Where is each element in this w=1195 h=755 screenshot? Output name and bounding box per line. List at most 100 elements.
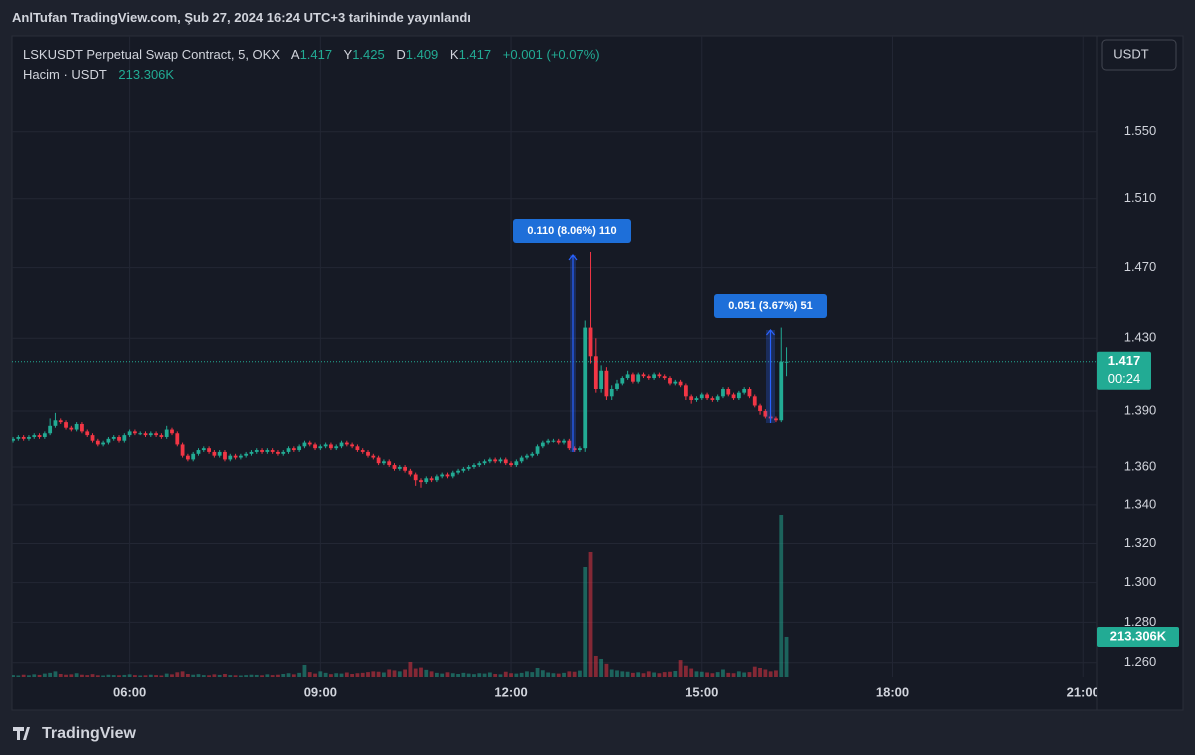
volume-bar	[376, 671, 381, 677]
candle-body	[106, 438, 111, 443]
candle-body	[111, 436, 116, 439]
candle-body	[620, 378, 625, 384]
candle-body	[578, 448, 582, 451]
candle-body	[493, 459, 498, 462]
volume-bar	[710, 673, 715, 677]
currency-button[interactable]	[1101, 39, 1177, 71]
volume-bar	[450, 673, 455, 677]
currency-button-label[interactable]: USDT	[1113, 46, 1148, 61]
volume-bar	[456, 673, 460, 677]
candle-body	[403, 466, 408, 471]
candle-body	[668, 378, 672, 384]
x-tick-label: 09:00	[304, 684, 337, 699]
volume-bar	[599, 658, 604, 677]
volume-bar	[90, 674, 95, 677]
candle-body	[673, 381, 678, 384]
volume-bar	[329, 674, 333, 677]
volume-bar	[530, 672, 535, 677]
candle-body	[694, 398, 699, 400]
measure-arrowhead	[766, 329, 775, 336]
candle-body	[344, 442, 349, 445]
volume-bar	[540, 670, 545, 677]
volume-bar	[223, 673, 227, 677]
logo-icon	[13, 727, 30, 740]
volume-bar	[683, 665, 688, 677]
ohlc-letter: D	[396, 47, 406, 62]
volume-bar	[477, 673, 482, 677]
candle-body	[318, 446, 323, 449]
volume-bar	[620, 671, 625, 677]
last-price-box	[1097, 351, 1151, 390]
candle-body	[175, 433, 180, 445]
volume-bar	[631, 672, 635, 677]
last-price-label: 1.417	[1108, 353, 1141, 368]
volume-bar	[291, 674, 296, 677]
candle-body	[487, 459, 492, 462]
candle-body	[636, 374, 641, 382]
candle-body	[646, 376, 651, 379]
candle-body	[366, 451, 370, 456]
volume-bar	[32, 674, 37, 677]
volume-bar	[768, 671, 773, 677]
candle-body	[461, 468, 466, 471]
candle-body	[683, 385, 688, 397]
volume-bar	[578, 670, 582, 677]
volume-bar	[636, 672, 641, 677]
candle-body	[641, 374, 646, 377]
volume-bar	[445, 672, 450, 677]
candle-body	[339, 442, 344, 447]
candle-body	[397, 466, 402, 469]
candle-body	[540, 442, 545, 447]
volume-bar	[344, 672, 349, 677]
volume-bar	[16, 675, 21, 677]
candle-body	[196, 450, 201, 454]
candle-body	[170, 429, 174, 434]
volume-bar	[27, 675, 31, 677]
candle-body	[779, 361, 784, 421]
candle-body	[27, 436, 31, 439]
candle-body	[413, 474, 418, 481]
volume-bar	[48, 672, 53, 677]
volume-bar	[249, 674, 254, 677]
candle-body	[477, 463, 482, 466]
volume-bar	[307, 672, 312, 677]
volume-bar	[604, 663, 609, 677]
x-tick-label: 21:00	[1067, 684, 1100, 699]
countdown: 00:24	[1108, 371, 1141, 386]
volume-bar	[715, 672, 720, 677]
volume-bar	[572, 671, 577, 677]
volume-bar	[668, 671, 672, 677]
candle-body	[69, 427, 74, 430]
ohlc-value: 1.417	[458, 47, 492, 62]
volume-bar	[694, 671, 699, 677]
volume-bar	[482, 673, 487, 677]
volume-bar	[212, 674, 217, 677]
volume-bar	[101, 675, 106, 677]
candle-body	[42, 433, 47, 437]
candle-body	[752, 396, 757, 406]
candle-body	[53, 420, 58, 426]
candle-body	[48, 425, 53, 434]
x-tick-label: 12:00	[494, 684, 527, 699]
candle-body	[482, 461, 487, 464]
candle-body	[133, 431, 137, 434]
candle-body	[244, 453, 249, 456]
candle-body	[297, 446, 302, 451]
candle-body	[747, 388, 752, 397]
candle-body	[32, 435, 37, 437]
volume-bar	[53, 671, 58, 677]
candle-body	[408, 470, 413, 475]
y-tick-label: 1.300	[1124, 574, 1157, 589]
volume-bar	[519, 672, 524, 677]
y-tick-label: 1.320	[1124, 535, 1157, 550]
volume-bar	[185, 673, 190, 677]
volume-bar	[260, 675, 264, 677]
y-tick-label: 1.550	[1124, 123, 1157, 138]
volume-bar	[662, 672, 667, 677]
candle-body	[270, 450, 275, 452]
volume-bar	[313, 673, 317, 677]
candle-body	[201, 448, 206, 451]
volume-bar	[58, 673, 63, 677]
measure-label: 0.110 (8.06%) 110	[527, 225, 616, 237]
legend: LSKUSDT Perpetual Swap Contract, 5, OKX …	[23, 45, 600, 85]
